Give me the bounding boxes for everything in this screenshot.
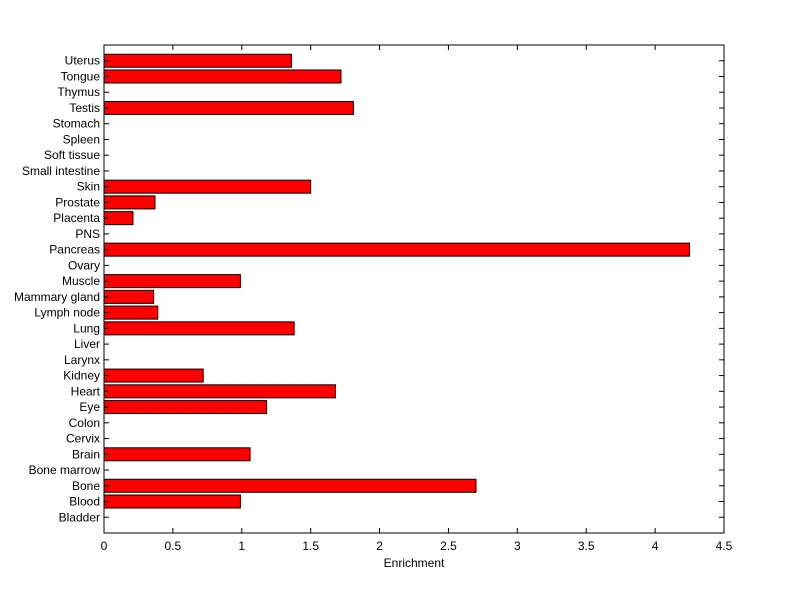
y-tick-label: Cervix [66, 432, 100, 446]
y-tick-label: Pancreas [49, 243, 100, 257]
bar-prostate [103, 195, 156, 210]
y-tick-label: Testis [69, 101, 100, 115]
y-tick-label: Placenta [53, 211, 100, 225]
x-tick-label: 0.5 [165, 539, 182, 553]
bar-muscle [103, 274, 241, 289]
bar-mammary-gland [103, 289, 155, 304]
bar-eye [103, 400, 268, 415]
bar-uterus [103, 53, 292, 68]
x-tick-label: 0 [101, 539, 108, 553]
y-tick-label: Skin [77, 180, 100, 194]
x-tick-label: 1.5 [302, 539, 319, 553]
bar-lymph-node [103, 305, 159, 320]
y-tick-label: Thymus [57, 85, 100, 99]
y-tick-label: Heart [71, 384, 101, 398]
y-tick-label: Prostate [55, 195, 100, 209]
bar-lung [103, 321, 295, 336]
x-tick-label: 2 [376, 539, 383, 553]
x-tick-label: 3.5 [578, 539, 595, 553]
bar-pancreas [103, 242, 691, 257]
y-tick-label: PNS [75, 227, 100, 241]
y-tick-label: Tongue [61, 69, 101, 83]
x-tick-label: 1 [238, 539, 245, 553]
bar-kidney [103, 368, 204, 383]
x-axis-label: Enrichment [384, 556, 445, 570]
x-tick-label: 4.5 [716, 539, 733, 553]
y-tick-label: Stomach [53, 117, 100, 131]
y-tick-label: Bone [72, 479, 100, 493]
bar-tongue [103, 69, 342, 84]
y-tick-label: Small intestine [22, 164, 100, 178]
y-tick-label: Lymph node [34, 306, 100, 320]
y-tick-label: Bladder [59, 510, 100, 524]
y-tick-label: Mammary gland [14, 290, 100, 304]
y-tick-label: Kidney [63, 369, 100, 383]
x-tick-label: 4 [652, 539, 659, 553]
y-tick-label: Blood [69, 495, 100, 509]
y-tick-label: Larynx [64, 353, 100, 367]
y-tick-label: Colon [69, 416, 100, 430]
y-tick-label: Muscle [62, 274, 100, 288]
y-tick-label: Eye [79, 400, 100, 414]
y-tick-label: Brain [72, 447, 100, 461]
y-tick-label: Soft tissue [44, 148, 100, 162]
bar-bone [103, 478, 477, 493]
bar-heart [103, 384, 336, 399]
y-tick-label: Bone marrow [29, 463, 101, 477]
bar-brain [103, 447, 251, 462]
y-tick-label: Uterus [65, 54, 100, 68]
x-tick-label: 3 [514, 539, 521, 553]
y-tick-label: Liver [74, 337, 100, 351]
x-axis: 0 0.5 1 1.5 2 2.5 3 3.5 4 4.5 [101, 45, 733, 553]
bar-skin [103, 179, 312, 194]
y-tick-label: Lung [73, 321, 100, 335]
y-tick-label: Spleen [63, 132, 100, 146]
x-tick-label: 2.5 [440, 539, 457, 553]
bar-testis [103, 100, 354, 115]
y-tick-label: Ovary [68, 258, 100, 272]
bar-blood [103, 494, 241, 509]
plot-frame [103, 44, 725, 534]
